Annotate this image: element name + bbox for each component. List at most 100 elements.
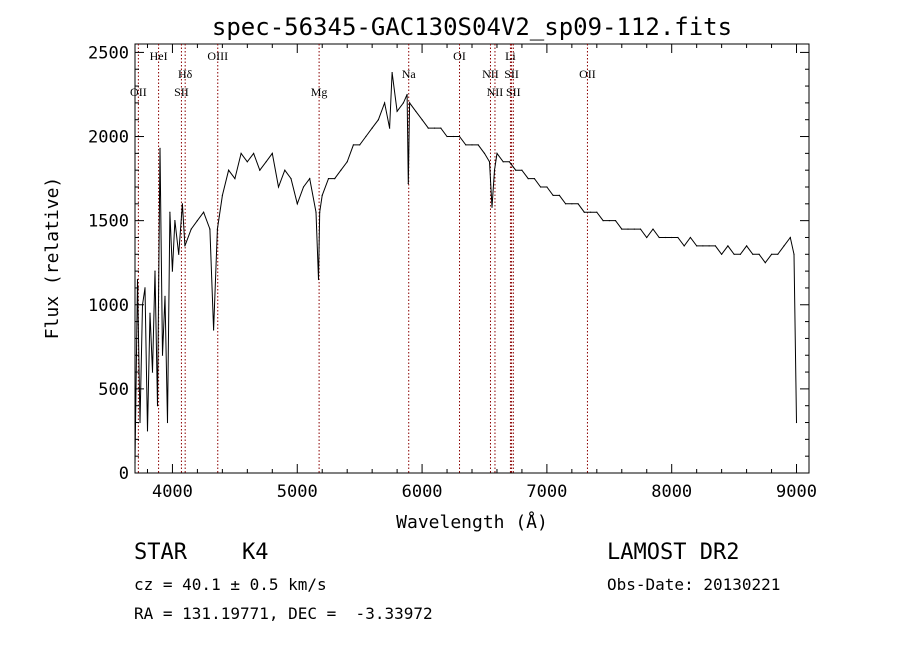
spectrum-point (708, 245, 710, 247)
spectrum-point (396, 110, 398, 112)
spectrum-point (164, 295, 166, 297)
spectrum-point (228, 169, 230, 171)
spectrum-point (213, 329, 215, 331)
redshift-cz: cz = 40.1 ± 0.5 km/s (134, 575, 327, 594)
spectrum-point (352, 144, 354, 146)
x-axis-label: Wavelength (Å) (396, 511, 548, 533)
spectrum-point (702, 245, 704, 247)
x-tick-label: 9000 (776, 482, 817, 502)
spectrum-point (271, 152, 273, 154)
spectrum-point (521, 169, 523, 171)
spectrum-point (402, 102, 404, 104)
spectrum-point (795, 421, 798, 424)
spectrum-point (391, 72, 393, 74)
y-tick-label: 1500 (88, 212, 129, 232)
spectrum-point (146, 430, 149, 432)
spectrum-point (527, 178, 529, 180)
emission-line-label: Na (402, 67, 417, 81)
spectrum-point (317, 278, 320, 281)
spectrum-point (134, 462, 136, 464)
spectrum-point (406, 93, 408, 96)
spectrum-point (552, 194, 554, 196)
spectrum-point (783, 245, 785, 247)
spectrum-point (277, 186, 280, 188)
spectrum-point (327, 178, 330, 180)
spectrum-point (302, 186, 305, 188)
spectrum-point (677, 236, 679, 239)
spectrum-point (340, 169, 342, 171)
spectrum-point (583, 211, 585, 213)
spectrum-point (633, 228, 635, 230)
spectrum-point (508, 161, 510, 163)
spectrum-point (421, 119, 423, 121)
spectrum-point (590, 211, 592, 213)
spectrum-point (346, 161, 348, 163)
spectrum-point (144, 287, 146, 289)
spectrum-point (488, 161, 491, 163)
spectrum-point (558, 194, 561, 196)
spectrum-point (174, 220, 176, 222)
spectrum-point (602, 220, 604, 222)
spectrum-point (216, 228, 218, 230)
observation-date: Obs-Date: 20130221 (607, 575, 781, 594)
spectrum-point (689, 236, 692, 239)
emission-line-label: Li (505, 49, 516, 63)
y-tick-label: 0 (119, 464, 129, 484)
y-tick-label: 2000 (88, 128, 129, 148)
emission-line-label: SII (174, 85, 189, 99)
emission-line-label: Hδ (178, 67, 193, 81)
line-labels: OII HeI Hδ SII OIII Mg Na OI NII NII Li SII SII OII (130, 49, 596, 99)
ra-dec-coordinates: RA = 131.19771, DEC = -3.33972 (134, 604, 433, 623)
spectrum-point (652, 228, 654, 230)
spectrum-point (627, 228, 629, 230)
spectrum-point (440, 127, 442, 129)
x-tick-label: 4000 (152, 482, 193, 502)
spectrum-line (134, 72, 797, 463)
x-tick-label: 6000 (402, 482, 443, 502)
spectrum-point (190, 228, 192, 230)
spectrum-points (134, 72, 798, 464)
x-axis: 4000 5000 6000 7000 8000 9000 (146, 44, 817, 502)
spectrum-point (209, 228, 211, 230)
spectrum-point (246, 161, 248, 163)
spectrum-point (540, 186, 542, 188)
spectrum-point (477, 144, 479, 146)
spectrum-point (296, 203, 298, 205)
spectrum-point (334, 178, 336, 180)
spectrum-point (793, 253, 795, 255)
emission-line-label: OI (453, 49, 466, 63)
object-class: STAR (134, 540, 187, 565)
survey-name: LAMOST DR2 (607, 540, 740, 565)
spectrum-point (714, 245, 717, 247)
spectrum-point (621, 228, 623, 230)
spectrum-point (139, 421, 141, 424)
spectrum-point (184, 245, 186, 247)
spectrum-point (515, 169, 517, 171)
spectrum-point (240, 152, 242, 154)
emission-line-label: OIII (207, 49, 228, 63)
spectrum-point (407, 183, 409, 185)
spectrum-point (178, 253, 180, 255)
spectrum-point (161, 354, 164, 356)
chart-title: spec-56345-GAC130S04V2_sp09-112.fits (212, 13, 732, 41)
spectrum-point (415, 110, 417, 112)
spectrum-point (166, 421, 169, 424)
spectrum-point (658, 236, 660, 239)
spectrum-point (446, 135, 448, 138)
spectrum-point (491, 206, 493, 208)
spectrum-point (458, 135, 461, 138)
spectrum-point (496, 152, 498, 154)
spectrum-point (493, 169, 496, 171)
spectrum-point (265, 161, 267, 163)
spectrum-point (608, 220, 610, 222)
spectrum-point (721, 253, 723, 255)
y-axis: 0 500 1000 1500 2000 2500 (88, 43, 809, 484)
spectrum-point (365, 135, 367, 138)
spectrum-point (452, 135, 454, 138)
x-tick-label: 5000 (277, 482, 318, 502)
spectrum-point (758, 253, 760, 255)
spectrum-point (384, 102, 386, 104)
y-tick-label: 1000 (88, 296, 129, 316)
spectrum-point (565, 203, 567, 205)
spectrum-point (596, 211, 598, 213)
